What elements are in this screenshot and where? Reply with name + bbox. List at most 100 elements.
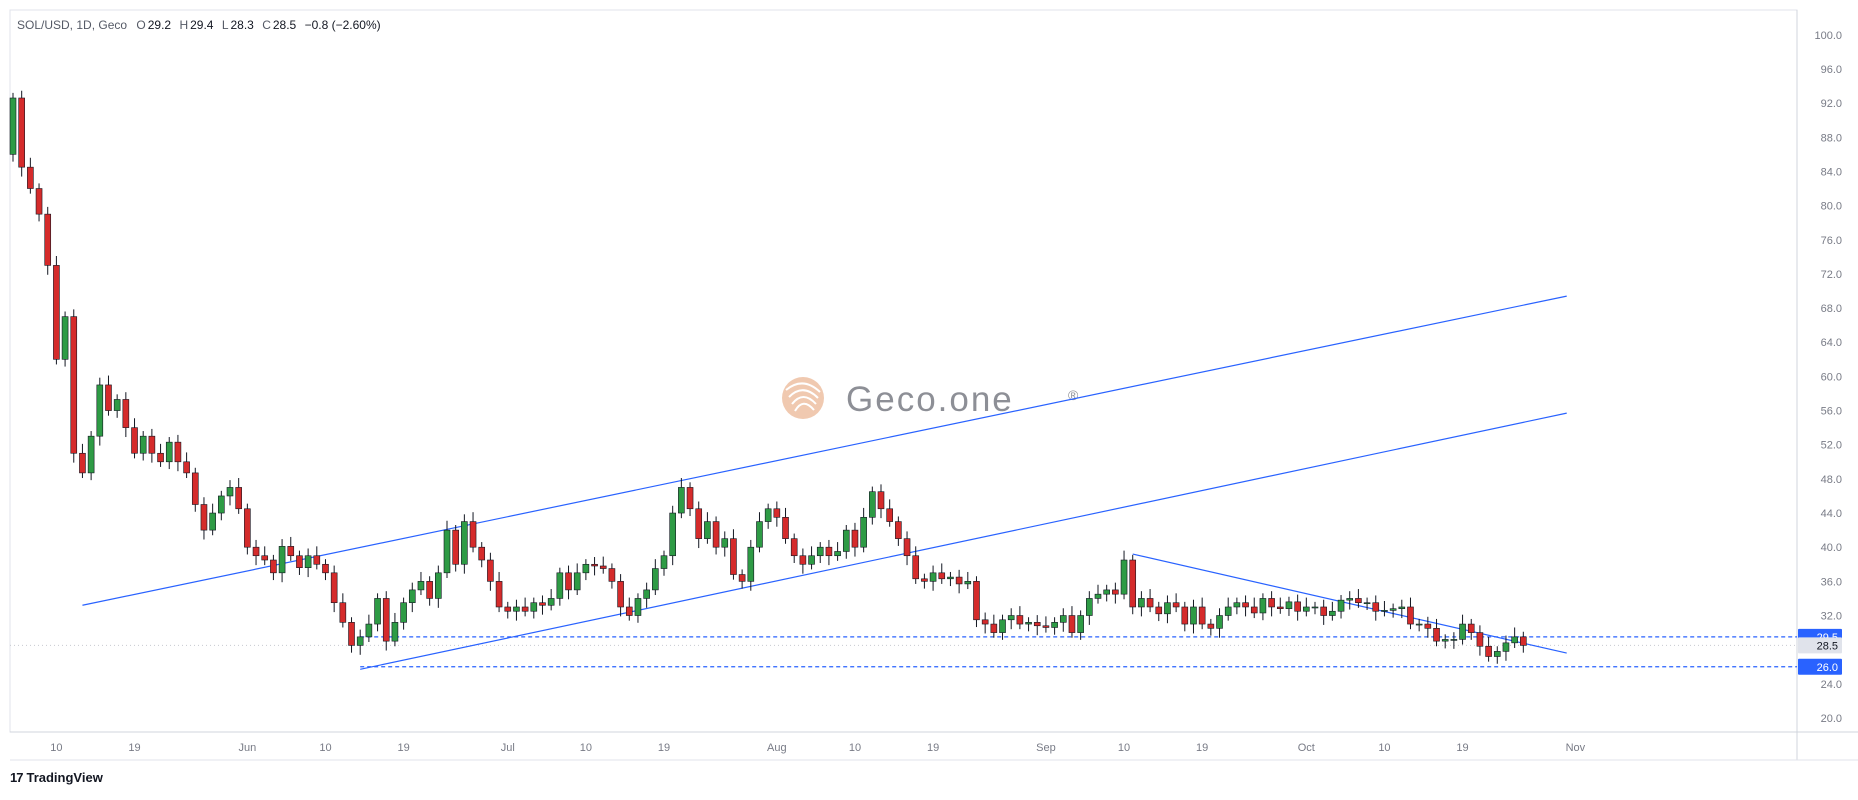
candle[interactable]: [1190, 599, 1197, 634]
candle[interactable]: [973, 576, 980, 628]
candle[interactable]: [478, 542, 486, 568]
candle[interactable]: [330, 565, 338, 613]
candle[interactable]: [547, 589, 555, 611]
candle[interactable]: [1520, 631, 1527, 653]
candle[interactable]: [582, 559, 590, 581]
candle[interactable]: [278, 539, 286, 583]
candle[interactable]: [1502, 635, 1510, 661]
candle[interactable]: [990, 614, 998, 638]
candle[interactable]: [1372, 595, 1380, 621]
candle[interactable]: [469, 512, 477, 553]
candle[interactable]: [1198, 597, 1206, 630]
candle[interactable]: [374, 593, 381, 632]
candle[interactable]: [235, 478, 242, 514]
candle[interactable]: [148, 428, 156, 463]
candle[interactable]: [1181, 601, 1189, 632]
candle[interactable]: [495, 571, 503, 613]
candle[interactable]: [391, 612, 399, 647]
candle[interactable]: [487, 552, 494, 591]
candle[interactable]: [678, 478, 685, 519]
candle[interactable]: [400, 597, 407, 630]
candle[interactable]: [1146, 589, 1154, 613]
candle[interactable]: [912, 546, 920, 584]
candle[interactable]: [1294, 594, 1301, 621]
candle[interactable]: [738, 569, 746, 589]
candle[interactable]: [443, 520, 451, 578]
candle[interactable]: [834, 542, 841, 561]
candle[interactable]: [929, 565, 937, 591]
candle[interactable]: [903, 531, 911, 566]
candle[interactable]: [669, 505, 676, 566]
candle[interactable]: [764, 503, 772, 529]
candle[interactable]: [877, 484, 885, 519]
candle[interactable]: [1068, 606, 1076, 638]
candle[interactable]: [174, 434, 182, 472]
candle[interactable]: [1433, 618, 1440, 647]
candle[interactable]: [842, 524, 850, 559]
candles[interactable]: [9, 90, 1527, 664]
price-tag-label[interactable]: 26.0: [1817, 662, 1838, 674]
candle[interactable]: [322, 559, 329, 581]
candle[interactable]: [747, 539, 755, 591]
candle[interactable]: [244, 503, 251, 555]
candle[interactable]: [695, 501, 703, 549]
candle[interactable]: [157, 443, 164, 467]
candle[interactable]: [1059, 608, 1067, 632]
candle[interactable]: [1337, 595, 1345, 619]
candle[interactable]: [191, 467, 199, 512]
candle[interactable]: [261, 546, 269, 566]
candle[interactable]: [1476, 625, 1484, 656]
candle[interactable]: [96, 377, 104, 446]
candle[interactable]: [608, 563, 616, 589]
candle[interactable]: [70, 309, 78, 463]
candle[interactable]: [1268, 591, 1275, 617]
candle[interactable]: [113, 394, 121, 418]
candle[interactable]: [365, 614, 373, 642]
candle[interactable]: [1077, 610, 1084, 640]
candle[interactable]: [417, 571, 425, 596]
candle[interactable]: [61, 311, 69, 367]
candle[interactable]: [521, 597, 529, 617]
candle[interactable]: [27, 157, 34, 194]
candle[interactable]: [313, 546, 321, 570]
time-axis[interactable]: 10 19 Jun 10 19 Jul 10 19 Aug 10 19 Sep 10 19 Oct 10 19 N…: [50, 742, 1585, 754]
candle[interactable]: [1103, 584, 1110, 602]
candle[interactable]: [1389, 603, 1397, 618]
candle[interactable]: [1216, 608, 1223, 638]
candle[interactable]: [53, 255, 60, 365]
candle[interactable]: [356, 629, 364, 655]
candle[interactable]: [452, 524, 459, 572]
candle[interactable]: [1276, 597, 1284, 614]
trendline[interactable]: [82, 295, 1567, 606]
candle[interactable]: [1259, 593, 1267, 621]
candle[interactable]: [539, 595, 546, 615]
candle[interactable]: [382, 591, 390, 651]
candle[interactable]: [947, 571, 954, 587]
candle[interactable]: [122, 392, 130, 438]
candle[interactable]: [599, 556, 607, 574]
candle[interactable]: [18, 90, 25, 177]
candle[interactable]: [530, 597, 538, 619]
candle[interactable]: [686, 482, 694, 517]
candle[interactable]: [1250, 597, 1258, 619]
candle[interactable]: [1441, 634, 1449, 649]
candle[interactable]: [461, 514, 468, 574]
candle[interactable]: [226, 480, 234, 506]
candle[interactable]: [825, 539, 833, 566]
candle[interactable]: [1033, 615, 1041, 636]
candle[interactable]: [1493, 646, 1501, 664]
candle[interactable]: [938, 563, 946, 584]
candle[interactable]: [625, 597, 633, 621]
candle[interactable]: [426, 576, 433, 606]
candle[interactable]: [1424, 616, 1432, 638]
candle[interactable]: [165, 437, 173, 470]
candle[interactable]: [44, 206, 52, 275]
candle[interactable]: [773, 501, 781, 527]
candle[interactable]: [652, 559, 659, 596]
candle[interactable]: [513, 599, 520, 621]
candle[interactable]: [895, 516, 902, 546]
candle[interactable]: [1224, 597, 1232, 621]
candle[interactable]: [1329, 601, 1336, 621]
candle[interactable]: [1346, 591, 1354, 610]
